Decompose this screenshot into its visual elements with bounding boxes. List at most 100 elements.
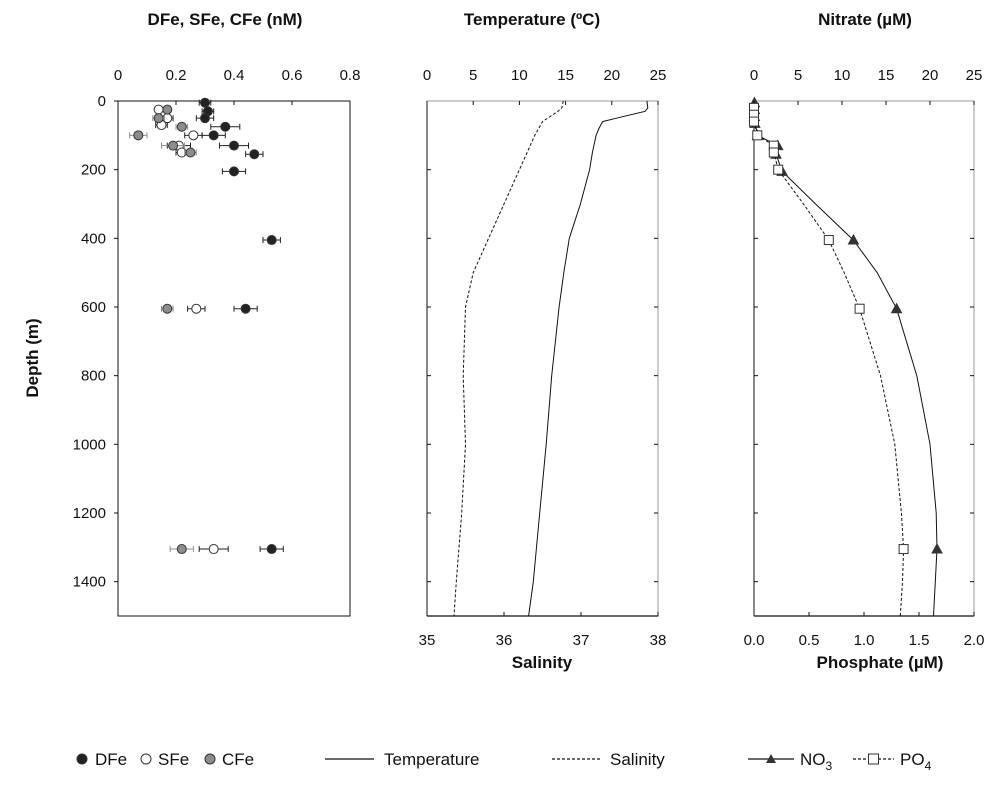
phosphate-tick-label: 1.0 xyxy=(854,632,875,649)
cfe-point xyxy=(162,303,173,314)
phosphate-tick-label: 2.0 xyxy=(964,632,985,649)
phosphate-tick-label: 0.5 xyxy=(799,632,820,649)
panel-temp-frame xyxy=(426,100,659,617)
legend-no3-label: NO3 xyxy=(800,750,833,773)
y-tick-label: 1400 xyxy=(73,574,106,591)
legend-dfe-label: DFe xyxy=(95,750,127,769)
sfe-point xyxy=(153,104,164,115)
po4-point xyxy=(749,116,759,127)
legend-salinity-label: Salinity xyxy=(610,750,665,769)
salinity-axis-label: Salinity xyxy=(512,653,573,672)
po4-point xyxy=(854,303,865,314)
legend: DFe SFe CFe Temperature Salinity NO3 PO4 xyxy=(76,750,932,773)
panel-iron-title: DFe, SFe, CFe (nM) xyxy=(148,10,303,29)
temperature-tick-label: 20 xyxy=(603,67,620,84)
po4-point xyxy=(898,544,909,555)
salinity-line xyxy=(453,100,564,617)
x-tick-label: 0 xyxy=(114,67,122,84)
salinity-tick-label: 37 xyxy=(573,632,590,649)
legend-po4-symbol xyxy=(868,753,879,765)
nitrate-tick-label: 20 xyxy=(922,67,939,84)
cfe-point xyxy=(176,544,187,555)
dfe-point xyxy=(266,544,277,555)
no3-point xyxy=(890,302,903,314)
y-tick-label: 0 xyxy=(98,93,106,110)
nitrate-tick-label: 0 xyxy=(750,67,758,84)
temperature-tick-label: 5 xyxy=(469,67,477,84)
panel-nutrients-ticks: 0 5 10 15 20 25 0.0 0.5 1.0 1.5 2.0 xyxy=(744,67,985,649)
dfe-point xyxy=(266,235,277,246)
dfe-point xyxy=(220,121,231,132)
cfe-point xyxy=(153,113,164,124)
phosphate-tick-label: 0.0 xyxy=(744,632,765,649)
panel-iron-data xyxy=(129,97,284,555)
salinity-tick-label: 36 xyxy=(496,632,513,649)
dfe-point xyxy=(249,149,260,160)
x-tick-label: 0.4 xyxy=(224,67,245,84)
cfe-point xyxy=(185,147,196,158)
legend-no3-subscript: 3 xyxy=(826,759,833,773)
legend-dfe-symbol xyxy=(76,753,88,765)
x-tick-label: 0.2 xyxy=(166,67,187,84)
y-tick-label: 800 xyxy=(81,368,106,385)
dfe-point xyxy=(229,140,239,151)
panel-iron-x-ticks: 0 0.2 0.4 0.6 0.8 xyxy=(114,67,361,105)
dfe-point xyxy=(229,166,239,177)
depth-axis-label: Depth (m) xyxy=(23,318,42,397)
legend-po4-subscript: 4 xyxy=(925,759,932,773)
no3-line xyxy=(753,100,938,617)
po4-line xyxy=(753,101,905,617)
panel-temp-data xyxy=(453,100,649,617)
phosphate-axis-label: Phosphate (µM) xyxy=(817,653,944,672)
panel-nutrients: Nitrate (µM) Phosphate (µM) 0 5 10 15 20 25 0.… xyxy=(744,10,985,672)
cfe-point xyxy=(133,130,144,141)
legend-no3-symbol xyxy=(766,754,776,763)
y-tick-label: 600 xyxy=(81,299,106,316)
cfe-point xyxy=(162,104,173,115)
y-tick-label: 400 xyxy=(81,230,106,247)
salinity-tick-label: 35 xyxy=(419,632,436,649)
legend-sfe-symbol xyxy=(140,753,152,765)
po4-point xyxy=(823,235,834,246)
po4-point xyxy=(752,130,763,141)
nitrate-tick-label: 5 xyxy=(794,67,802,84)
salinity-tick-label: 38 xyxy=(650,632,667,649)
nitrate-tick-label: 25 xyxy=(966,67,983,84)
temperature-tick-label: 0 xyxy=(423,67,431,84)
y-tick-label: 1000 xyxy=(73,436,106,453)
panel-nutrients-data xyxy=(748,96,943,617)
panel-iron: DFe, SFe, CFe (nM) Depth (m) 0 0.2 0.4 0.6 0… xyxy=(23,10,361,617)
sfe-point xyxy=(191,303,202,314)
x-tick-label: 0.8 xyxy=(340,67,361,84)
temperature-tick-label: 10 xyxy=(511,67,528,84)
dfe-point xyxy=(208,130,219,141)
cfe-point xyxy=(176,121,187,132)
po4-point xyxy=(768,147,779,158)
panel-temp-salinity: Temperature (ºC) Salinity 0 5 10 15 20 25 35 36… xyxy=(419,10,667,672)
y-tick-label: 200 xyxy=(81,162,106,179)
panel-nitrate-title: Nitrate (µM) xyxy=(818,10,912,29)
legend-cfe-symbol xyxy=(204,753,216,765)
nitrate-tick-label: 15 xyxy=(878,67,895,84)
no3-point xyxy=(847,234,860,245)
cfe-point xyxy=(168,140,179,151)
sfe-point xyxy=(208,544,219,555)
dfe-point xyxy=(200,97,210,108)
panel-nutrients-frame xyxy=(753,100,975,617)
legend-cfe-label: CFe xyxy=(222,750,254,769)
phosphate-tick-label: 1.5 xyxy=(909,632,930,649)
no3-point xyxy=(931,543,943,554)
y-tick-label: 1200 xyxy=(73,505,106,522)
legend-temperature-label: Temperature xyxy=(384,750,479,769)
legend-sfe-label: SFe xyxy=(158,750,189,769)
nitrate-tick-label: 10 xyxy=(834,67,851,84)
temperature-tick-label: 15 xyxy=(557,67,574,84)
temperature-line xyxy=(528,100,649,617)
panel-temp-ticks: 0 5 10 15 20 25 35 36 37 38 xyxy=(419,67,667,649)
temperature-tick-label: 25 xyxy=(650,67,667,84)
po4-point xyxy=(773,164,784,175)
x-tick-label: 0.6 xyxy=(282,67,303,84)
panel-temperature-title: Temperature (ºC) xyxy=(464,10,600,29)
